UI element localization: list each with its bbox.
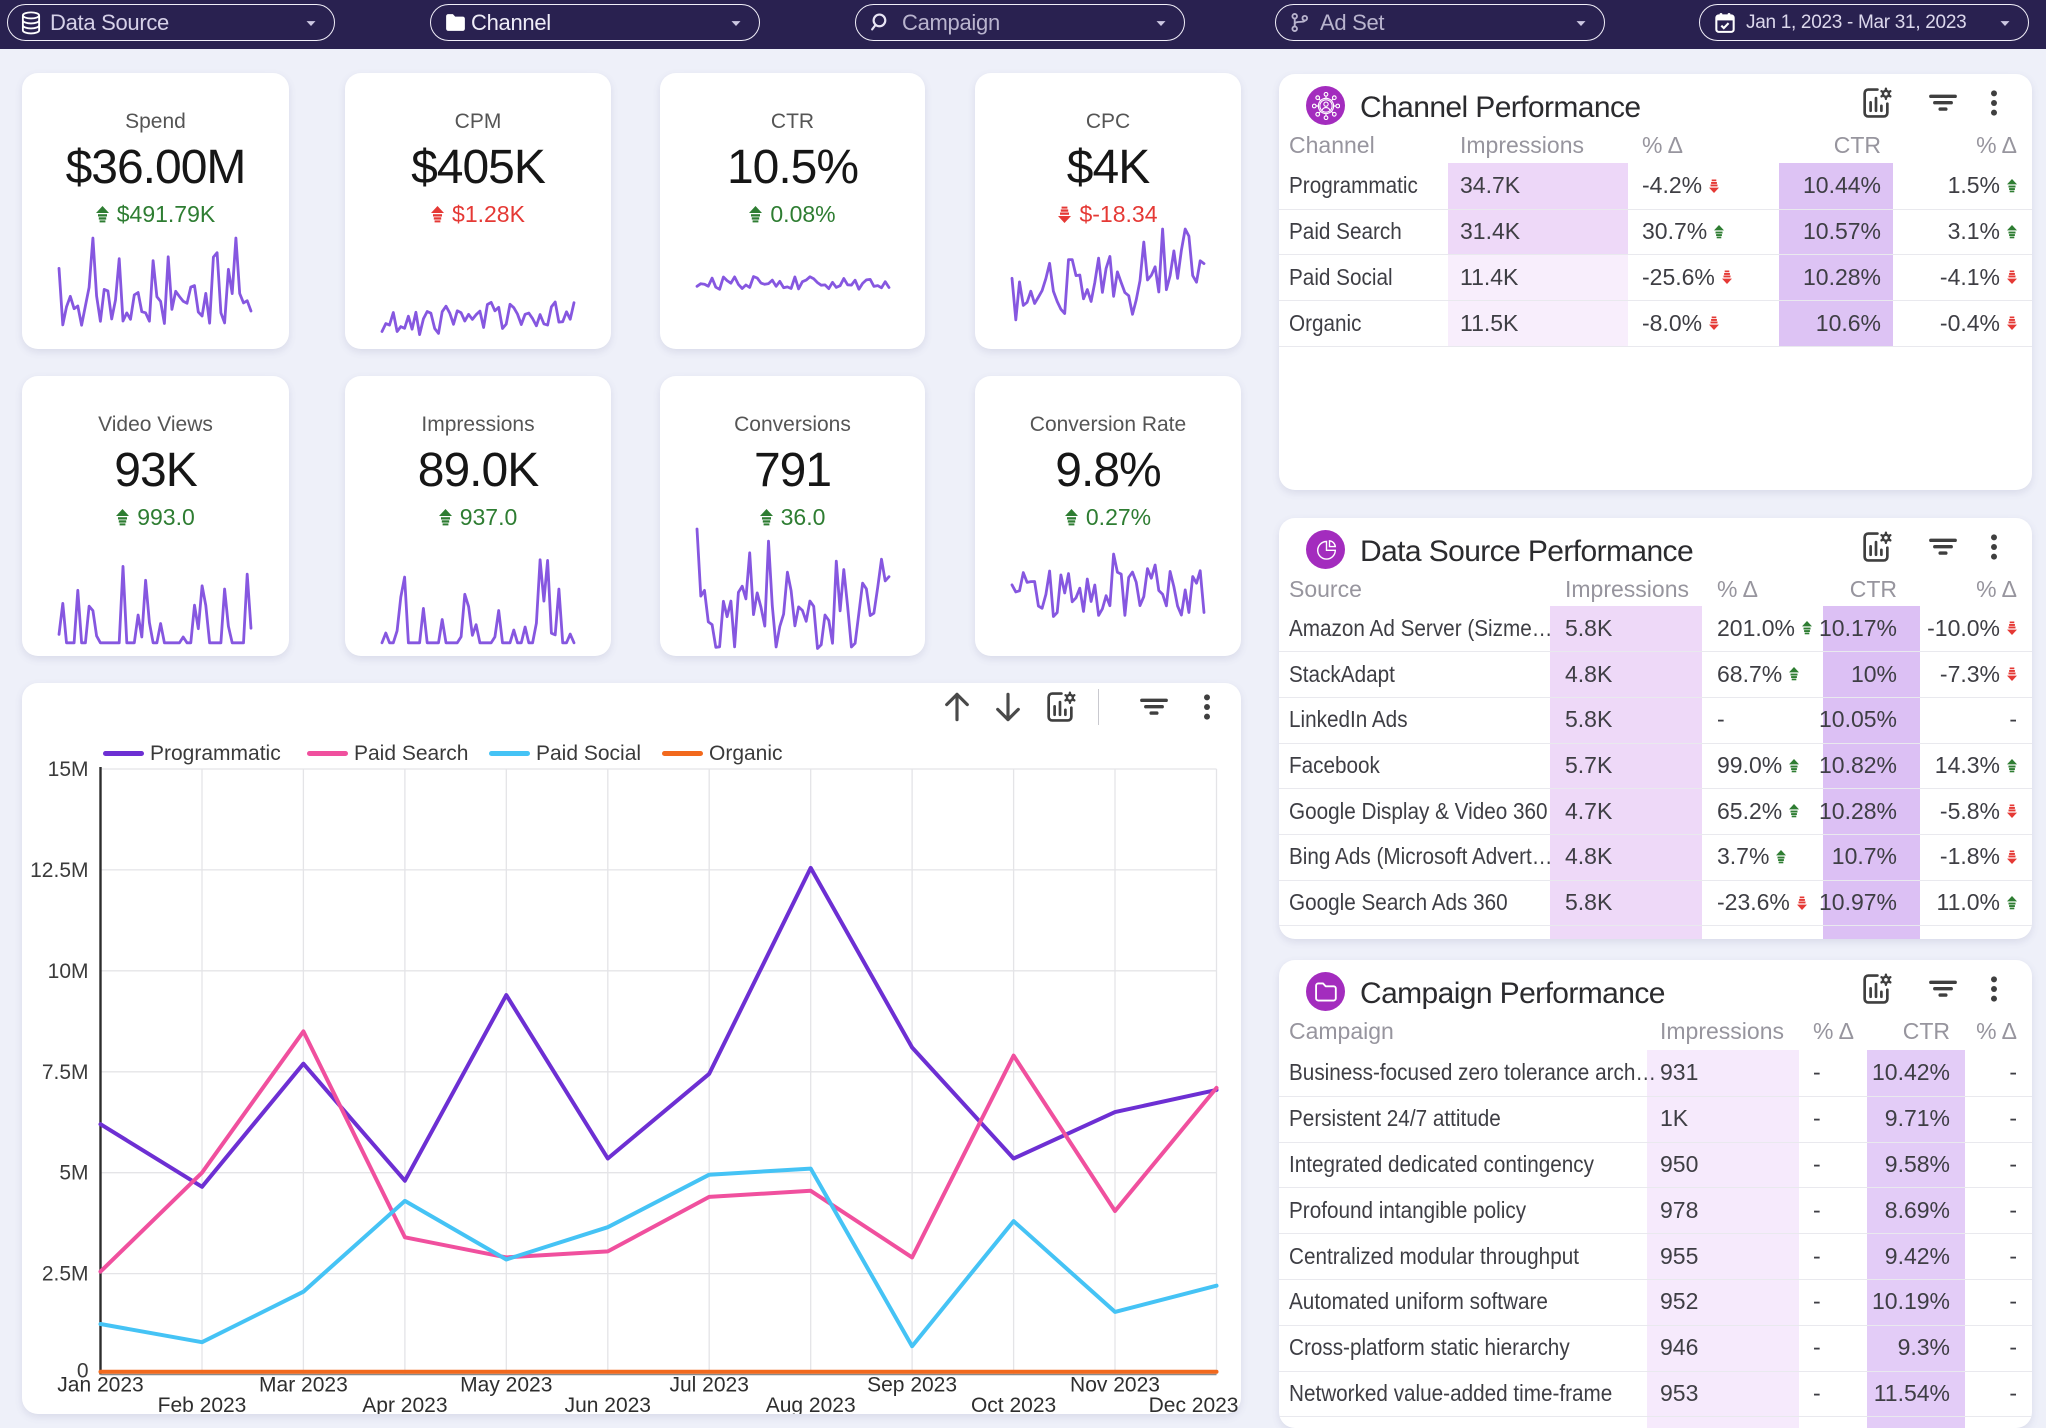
svg-text:Mar 2023: Mar 2023 (259, 1373, 348, 1396)
svg-text:15M: 15M (47, 758, 88, 781)
svg-text:Oct 2023: Oct 2023 (970, 1394, 1055, 1414)
svg-text:Jan 2023: Jan 2023 (57, 1373, 143, 1396)
svg-text:2.5M: 2.5M (41, 1262, 88, 1285)
svg-text:Jul 2023: Jul 2023 (669, 1373, 748, 1396)
svg-text:0: 0 (76, 1359, 88, 1382)
svg-text:Nov 2023: Nov 2023 (1070, 1373, 1160, 1396)
svg-text:Sep 2023: Sep 2023 (867, 1373, 957, 1396)
svg-text:Apr 2023: Apr 2023 (362, 1394, 447, 1414)
svg-text:Feb 2023: Feb 2023 (157, 1394, 246, 1414)
svg-text:Dec 2023: Dec 2023 (1148, 1394, 1238, 1414)
svg-text:May 2023: May 2023 (460, 1373, 552, 1396)
svg-text:5M: 5M (59, 1161, 88, 1184)
svg-text:12.5M: 12.5M (30, 858, 88, 881)
svg-text:Aug 2023: Aug 2023 (765, 1394, 855, 1414)
svg-text:10M: 10M (47, 959, 88, 982)
svg-text:7.5M: 7.5M (41, 1060, 88, 1083)
svg-text:Jun 2023: Jun 2023 (564, 1394, 650, 1414)
